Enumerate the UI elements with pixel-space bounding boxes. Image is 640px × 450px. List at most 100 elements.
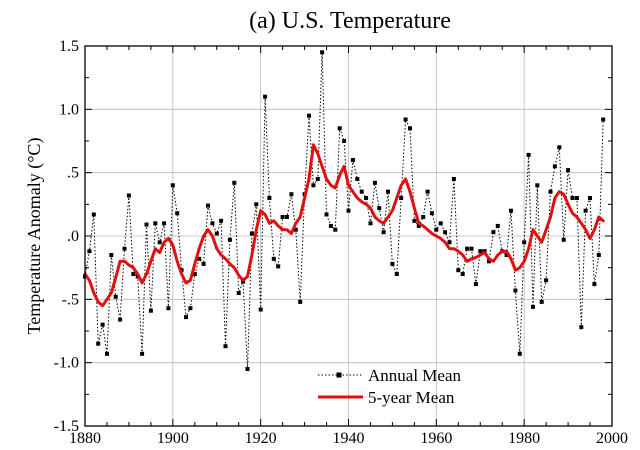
annual-mean-point [561,237,566,242]
x-tick-label: 1920 [245,430,277,447]
series-layer [83,50,606,371]
annual-mean-point [596,253,601,257]
annual-mean-point [315,177,320,181]
y-tick-label: .0 [67,228,79,245]
annual-mean-point [96,341,101,346]
annual-mean-point [337,126,342,131]
annual-mean-point [473,282,478,287]
annual-mean-point [574,196,579,200]
annual-mean-point [113,294,118,299]
annual-mean-point [170,183,175,188]
annual-mean-point [320,50,325,55]
annual-mean-point [236,291,241,295]
annual-mean-point [438,221,443,226]
annual-mean-point [285,215,289,219]
annual-mean-point [298,299,303,304]
annual-mean-point [91,212,96,217]
annual-mean-point [447,240,452,245]
annual-mean-point [249,231,254,236]
annual-mean-point [403,117,408,122]
annual-mean-point [162,221,167,226]
annual-mean-point [429,211,434,216]
annual-mean-point [513,288,518,293]
annual-mean-point [87,249,92,254]
annual-mean-point [359,189,364,194]
annual-mean-point [140,351,145,356]
annual-mean-point [192,272,197,276]
y-tick-label: 1.5 [59,38,79,55]
x-tick-label: 1880 [69,430,101,447]
annual-mean-point [504,253,509,257]
annual-mean-point [219,218,224,223]
annual-mean-point [258,307,263,312]
annual-mean-point [105,351,109,356]
annual-mean-point [364,196,369,200]
annual-mean-point [552,164,557,169]
annual-mean-point [126,193,131,198]
y-tick-label: -.5 [62,291,79,308]
annual-mean-point [100,322,105,327]
annual-mean-point [399,196,404,200]
annual-mean-point [148,308,153,313]
y-axis-label: Temperature Anomaly (°C) [24,138,45,335]
annual-mean-point [557,145,562,150]
annual-mean-point [526,152,531,157]
axis-ticks: 1880 1900 1920 1940 1960 1980 2000 -1.5 -1.0 -.5.… [54,38,628,447]
annual-mean-point [443,230,448,235]
annual-mean-point [197,256,202,261]
annual-mean-point [201,261,206,266]
annual-mean-point [245,367,250,371]
legend-annual-label: Annual Mean [368,366,462,385]
annual-mean-point [206,203,210,208]
annual-mean-point [131,272,136,276]
annual-mean-point [188,306,193,311]
annual-mean-point [267,196,272,200]
annual-mean-point [254,202,259,207]
annual-mean-point [324,212,329,217]
annual-mean-point [465,246,470,251]
annual-mean-point [175,211,180,216]
annual-mean-point [372,180,377,185]
annual-mean-point [307,113,311,118]
annual-mean-point [122,246,127,251]
annual-mean-point [293,227,298,232]
five-year-mean-line [83,143,605,308]
annual-mean-point [548,189,553,194]
annual-mean-point [421,215,426,219]
annual-mean-point [328,223,333,228]
annual-mean-point [434,227,439,232]
annual-mean-point [381,230,386,235]
x-tick-label: 1980 [508,430,540,447]
x-tick-label: 2000 [596,430,628,447]
annual-mean-point [377,206,382,211]
annual-mean-point [390,261,395,266]
annual-mean-point [535,183,540,188]
annual-mean-line [84,52,604,370]
annual-mean-point [583,208,588,213]
annual-mean-point [416,223,421,228]
annual-mean-point [271,256,276,261]
annual-mean-point [487,259,491,264]
annual-mean-point [144,222,149,227]
chart-title: (a) U.S. Temperature [249,8,451,34]
annual-mean-point [456,268,461,273]
annual-mean-point [280,215,285,219]
annual-mean-point [460,272,465,276]
annual-mean-point [408,126,412,131]
annual-mean-point [478,249,483,254]
annual-mean-point [588,196,592,200]
annual-mean-point [425,189,430,194]
annual-mean-point [214,231,219,236]
annual-mean-point [451,177,456,181]
annual-mean-point [118,317,123,322]
annual-mean-point [153,221,158,226]
annual-mean-point [263,94,268,99]
annual-mean-point [355,177,360,181]
annual-mean-point [539,299,544,304]
annual-mean-point [495,223,500,228]
annual-mean-point [592,282,597,287]
annual-mean-point [342,139,347,143]
annual-mean-point [469,246,474,251]
